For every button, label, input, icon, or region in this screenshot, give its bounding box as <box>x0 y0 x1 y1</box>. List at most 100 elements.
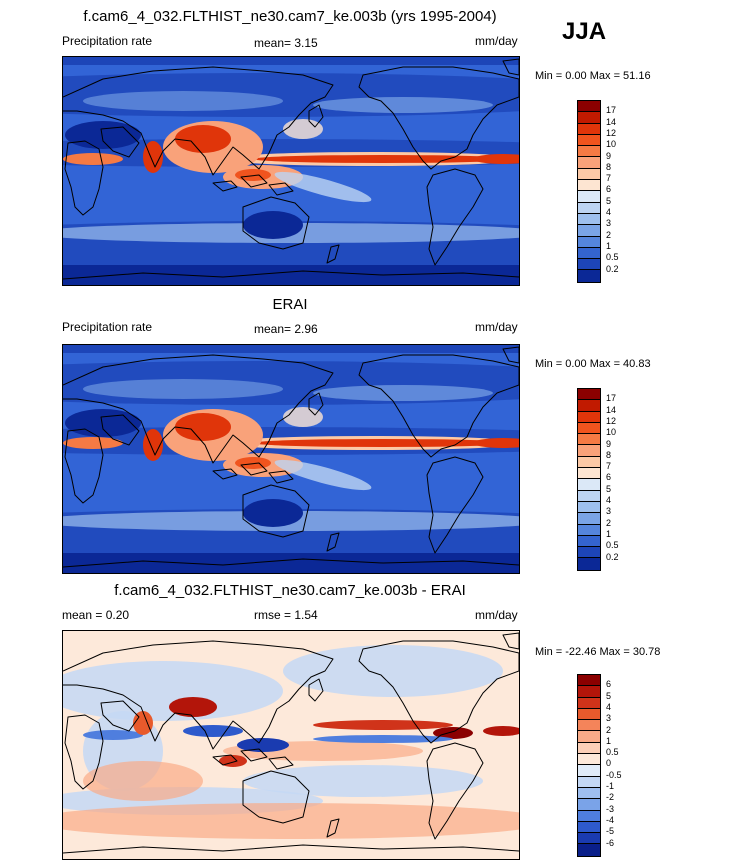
panel-3-rmse: rmse = 1.54 <box>254 608 318 622</box>
colorbar-label: -5 <box>606 826 615 837</box>
colorbar-label: 1 <box>606 528 612 539</box>
colorbar-label: 4 <box>606 207 612 217</box>
panel-1-units: mm/day <box>475 34 518 48</box>
colorbar-label: -0.5 <box>606 769 622 780</box>
colorbar-label: 10 <box>606 139 617 150</box>
colorbar-segment <box>578 675 600 687</box>
colorbar-label: 14 <box>606 116 617 127</box>
colorbar-label: 2 <box>606 229 612 240</box>
colorbar-segment <box>578 833 600 845</box>
colorbar-label: 12 <box>606 127 617 138</box>
colorbar-label: 3 <box>606 218 612 229</box>
panel-3-range: Min = -22.46 Max = 30.78 <box>535 646 661 658</box>
colorbar-segment <box>578 821 600 834</box>
colorbar-segment <box>578 787 600 800</box>
colorbar-segment <box>578 697 600 709</box>
panel-2-mean: mean= 2.96 <box>254 322 318 336</box>
colorbar-segment <box>578 202 600 214</box>
colorbar-segment <box>578 422 600 435</box>
panel-2-colorbar <box>577 388 601 571</box>
colorbar-segment <box>578 456 600 469</box>
colorbar-label: 2 <box>606 517 612 528</box>
panel-3-units: mm/day <box>475 608 518 622</box>
colorbar-segment <box>578 558 600 570</box>
colorbar-segment <box>578 445 600 457</box>
colorbar-label: 1 <box>606 735 612 746</box>
colorbar-label: 0.2 <box>606 551 619 562</box>
colorbar-label: 8 <box>606 161 612 172</box>
colorbar-label: 0.5 <box>606 252 619 263</box>
colorbar-label: 6 <box>606 679 612 690</box>
colorbar-segment <box>578 731 600 743</box>
colorbar-label: 7 <box>606 461 612 472</box>
colorbar-label: 5 <box>606 483 612 494</box>
colorbar-segment <box>578 844 600 856</box>
colorbar-segment <box>578 259 600 271</box>
panel-2-range: Min = 0.00 Max = 40.83 <box>535 358 651 370</box>
colorbar-segment <box>578 776 600 788</box>
colorbar-segment <box>578 686 600 698</box>
colorbar-segment <box>578 708 600 721</box>
colorbar-segment <box>578 720 600 732</box>
colorbar-label: 9 <box>606 150 612 161</box>
colorbar-segment <box>578 547 600 559</box>
colorbar-label: 2 <box>606 724 612 735</box>
colorbar-label: 0 <box>606 758 612 769</box>
colorbar-label: 4 <box>606 701 612 712</box>
colorbar-segment <box>578 389 600 401</box>
colorbar-segment <box>578 191 600 203</box>
colorbar-label: 3 <box>606 506 612 517</box>
colorbar-label: 0.2 <box>606 263 619 274</box>
season-label: JJA <box>562 18 607 45</box>
colorbar-segment <box>578 168 600 181</box>
colorbar-label: -6 <box>606 837 615 848</box>
colorbar-segment <box>578 479 600 491</box>
colorbar-label: 9 <box>606 438 612 449</box>
colorbar-segment <box>578 134 600 147</box>
colorbar-label: 7 <box>606 173 612 184</box>
colorbar-segment <box>578 411 600 423</box>
colorbar-label: 3 <box>606 713 612 724</box>
colorbar-segment <box>578 236 600 248</box>
colorbar-segment <box>578 765 600 777</box>
colorbar-label: 4 <box>606 495 612 505</box>
colorbar-label: 14 <box>606 404 617 415</box>
colorbar-segment <box>578 123 600 135</box>
colorbar-label: 10 <box>606 427 617 438</box>
colorbar-label: -3 <box>606 803 615 814</box>
colorbar-label: -1 <box>606 781 615 791</box>
colorbar-segment <box>578 799 600 811</box>
colorbar-label: 1 <box>606 240 612 251</box>
colorbar-segment <box>578 270 600 282</box>
panel-1-left-label: Precipitation rate <box>62 34 153 48</box>
panel-2-left-label: Precipitation rate <box>62 320 153 334</box>
colorbar-segment <box>578 400 600 412</box>
panel-3-colorbar <box>577 674 601 857</box>
panel-3-mean: mean = 0.20 <box>62 608 130 622</box>
colorbar-segment <box>578 225 600 237</box>
panel-2-units: mm/day <box>475 320 518 334</box>
colorbar-segment <box>578 501 600 514</box>
colorbar-segment <box>578 535 600 548</box>
panel-1-mean: mean= 3.15 <box>254 36 318 50</box>
colorbar-label: 5 <box>606 195 612 206</box>
colorbar-label: 12 <box>606 415 617 426</box>
colorbar-label: 8 <box>606 449 612 460</box>
colorbar-segment <box>578 490 600 502</box>
panel-2-title: ERAI <box>272 296 308 313</box>
colorbar-segment <box>578 742 600 755</box>
panel-3-map <box>62 630 520 860</box>
colorbar-segment <box>578 513 600 525</box>
colorbar-segment <box>578 112 600 124</box>
colorbar-label: 0.5 <box>606 540 619 551</box>
colorbar-segment <box>578 157 600 169</box>
colorbar-segment <box>578 213 600 226</box>
colorbar-label: 17 <box>606 105 617 116</box>
panel-1-title: f.cam6_4_032.FLTHIST_ne30.cam7_ke.003b (… <box>83 8 497 25</box>
colorbar-label: 0.5 <box>606 747 619 758</box>
colorbar-segment <box>578 810 600 822</box>
colorbar-label: -4 <box>606 814 615 825</box>
panel-1-colorbar <box>577 100 601 283</box>
colorbar-label: 6 <box>606 472 612 483</box>
